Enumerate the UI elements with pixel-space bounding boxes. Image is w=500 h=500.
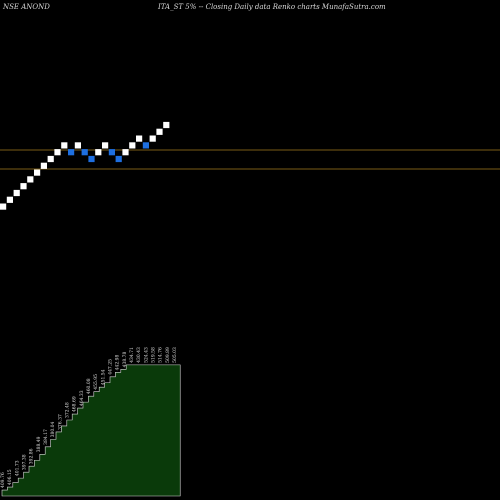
renko-brick-down xyxy=(108,149,115,156)
price-label: 524.43 xyxy=(143,347,149,363)
price-label: 442.98 xyxy=(115,354,121,370)
volume-area-shape xyxy=(1,364,181,497)
renko-brick-down xyxy=(81,149,88,156)
price-label: 409.76 xyxy=(0,472,6,488)
volume-area xyxy=(1,364,181,497)
price-label: 397.38 xyxy=(22,454,28,470)
price-label: 406.15 xyxy=(7,469,13,485)
price-label: 401.73 xyxy=(14,460,20,476)
price-label: 388.49 xyxy=(36,436,42,452)
renko-brick-down xyxy=(68,149,75,156)
renko-brick-down xyxy=(115,155,122,163)
renko-brick-up xyxy=(74,142,81,149)
renko-brick-up xyxy=(102,142,109,149)
renko-brick-up xyxy=(95,149,102,156)
price-label: 372.48 xyxy=(65,402,71,418)
price-label: 519.58 xyxy=(151,347,157,363)
renko-brick-up xyxy=(47,155,54,163)
price-label: 384.17 xyxy=(43,429,49,445)
price-label: 380.04 xyxy=(50,421,56,437)
price-label: 447.25 xyxy=(108,359,114,375)
renko-brick-up xyxy=(40,162,47,169)
renko-brick-up xyxy=(13,189,20,197)
renko-brick-up xyxy=(163,121,170,129)
price-label: 430.43 xyxy=(136,347,142,363)
reference-lines xyxy=(0,149,500,170)
price-label: 392.86 xyxy=(29,448,35,464)
renko-brick-up xyxy=(149,135,156,142)
renko-brick-down xyxy=(142,142,149,149)
price-label: 434.71 xyxy=(129,347,135,363)
price-label: 376.37 xyxy=(57,414,63,430)
renko-brick-down xyxy=(88,155,95,163)
price-label: 514.76 xyxy=(158,347,164,363)
price-label: 460.08 xyxy=(86,378,92,394)
renko-brick-up xyxy=(54,149,61,156)
renko-brick-up xyxy=(61,142,68,149)
price-label: 509.89 xyxy=(165,347,171,363)
price-label: 468.69 xyxy=(72,396,78,412)
renko-bricks xyxy=(0,121,170,210)
renko-brick-up xyxy=(34,169,41,176)
price-label: 505.03 xyxy=(172,347,178,363)
price-label: 464.33 xyxy=(79,390,85,406)
chart-info-label: ITA_ST 5% -- Closing Daily data Renko ch… xyxy=(158,3,386,11)
price-label: 438.78 xyxy=(122,351,128,367)
renko-brick-up xyxy=(136,135,143,142)
renko-brick-up xyxy=(129,142,136,149)
price-label: 451.54 xyxy=(100,369,106,385)
renko-brick-up xyxy=(20,183,27,190)
renko-brick-up xyxy=(6,196,13,203)
renko-brick-up xyxy=(156,128,163,135)
renko-brick-up xyxy=(27,176,34,183)
renko-brick-up xyxy=(0,203,7,210)
renko-brick-up xyxy=(122,149,129,156)
ticker-label: NSE ANOND xyxy=(3,3,50,11)
price-label: 455.95 xyxy=(93,374,99,390)
